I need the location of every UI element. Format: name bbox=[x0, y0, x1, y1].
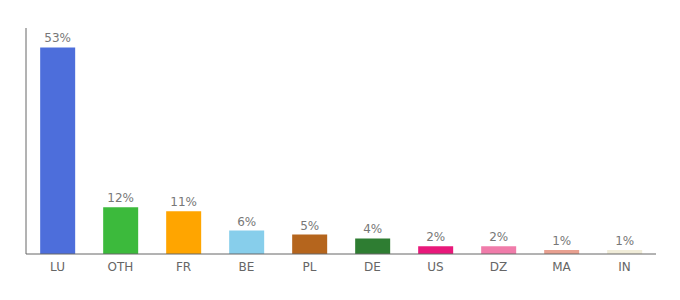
svg-text:PL: PL bbox=[303, 260, 317, 274]
svg-text:2%: 2% bbox=[426, 230, 445, 244]
svg-text:MA: MA bbox=[552, 260, 571, 274]
svg-text:OTH: OTH bbox=[108, 260, 134, 274]
svg-text:1%: 1% bbox=[615, 234, 634, 248]
svg-text:2%: 2% bbox=[489, 230, 508, 244]
svg-text:FR: FR bbox=[176, 260, 191, 274]
svg-text:1%: 1% bbox=[552, 234, 571, 248]
svg-text:11%: 11% bbox=[170, 195, 197, 209]
svg-text:IN: IN bbox=[618, 260, 631, 274]
svg-text:BE: BE bbox=[239, 260, 255, 274]
svg-text:6%: 6% bbox=[237, 215, 256, 229]
svg-text:US: US bbox=[427, 260, 443, 274]
svg-text:LU: LU bbox=[50, 260, 65, 274]
svg-text:4%: 4% bbox=[363, 222, 382, 236]
svg-text:DZ: DZ bbox=[490, 260, 507, 274]
svg-text:5%: 5% bbox=[300, 219, 319, 233]
svg-text:DE: DE bbox=[364, 260, 381, 274]
svg-text:12%: 12% bbox=[107, 191, 134, 205]
svg-text:53%: 53% bbox=[44, 31, 71, 45]
